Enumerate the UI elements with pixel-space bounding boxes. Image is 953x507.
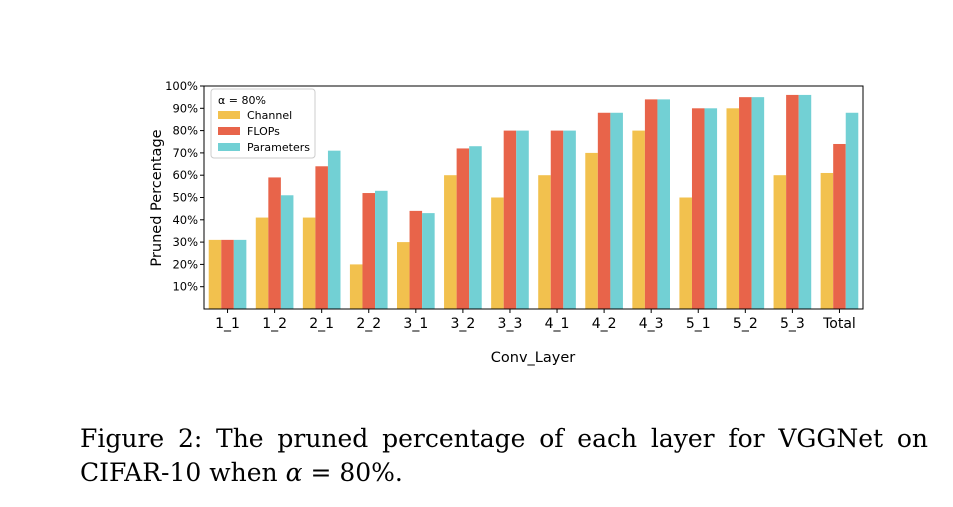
y-axis-label: Pruned Percentage <box>149 129 165 266</box>
y-tick-label: 10% <box>172 280 198 294</box>
y-axis: 10% 20% 30% 40% 50% 60% 70% 80% 90% 100% <box>165 79 204 294</box>
x-tick-label: 3_1 <box>403 316 428 332</box>
bar-flops-3_1 <box>409 210 423 309</box>
caption-text: Figure 2: The pruned percentage of each … <box>80 424 928 487</box>
bar-channel-1_2 <box>255 217 269 309</box>
bar-chart: 10% 20% 30% 40% 50% 60% 70% 80% 90% 100% 1_1 1_2 2_… <box>149 79 864 366</box>
bar-flops-4_1 <box>550 130 564 309</box>
figure-caption: Figure 2: The pruned percentage of each … <box>80 422 928 490</box>
bar-flops-2_1 <box>315 166 328 309</box>
bar-parameters-1_2 <box>280 195 294 309</box>
bar-flops-5_2 <box>739 97 752 310</box>
bar-channel-5_1 <box>679 197 692 309</box>
legend-swatch-channel <box>218 111 240 119</box>
bar-parameters-4_1 <box>563 130 576 309</box>
bar-channel-1_1 <box>208 239 222 309</box>
x-axis: 1_1 1_2 2_1 2_2 3_1 3_2 3_3 4_1 4_2 4_3 5_1 5_2 5_3 T… <box>215 309 856 332</box>
bar-flops-5_3 <box>786 94 799 309</box>
bar-flops-5_1 <box>691 108 705 309</box>
x-tick-label: 4_1 <box>545 316 570 332</box>
y-tick-label: 90% <box>172 101 198 115</box>
bar-flops-total <box>833 143 846 309</box>
bar-flops-1_1 <box>221 239 234 309</box>
bar-parameters-5_2 <box>751 97 765 310</box>
bar-channel-3_1 <box>396 242 410 309</box>
legend-title: α = 80% <box>218 94 266 107</box>
caption-equals: = <box>302 458 340 487</box>
legend-label-flops: FLOPs <box>247 125 280 138</box>
y-tick-label: 30% <box>172 235 198 249</box>
x-tick-label: Total <box>822 316 856 332</box>
plot-frame <box>203 85 864 310</box>
x-tick-label: 2_1 <box>309 316 334 332</box>
x-axis-label: Conv_Layer <box>491 350 575 366</box>
x-tick-label: 4_2 <box>592 316 617 332</box>
bar-flops-4_3 <box>644 99 658 309</box>
bar-channel-4_2 <box>585 152 598 309</box>
x-tick-label: 5_3 <box>780 316 805 332</box>
x-tick-label: 3_2 <box>450 316 475 332</box>
bar-channel-2_2 <box>349 264 363 309</box>
bar-parameters-3_3 <box>516 130 529 309</box>
legend-swatch-parameters <box>218 143 240 151</box>
x-tick-label: 5_2 <box>733 316 758 332</box>
legend-swatch-flops <box>218 127 240 135</box>
bar-parameters-3_2 <box>469 146 482 309</box>
x-tick-label: 2_2 <box>356 316 381 332</box>
bar-channel-5_2 <box>726 108 740 309</box>
legend: α = 80% Channel FLOPs Parameters <box>210 88 316 159</box>
bar-channel-4_3 <box>632 130 645 309</box>
bar-parameters-4_3 <box>657 99 670 309</box>
bar-channel-5_3 <box>773 175 787 309</box>
bar-parameters-5_3 <box>798 94 812 309</box>
x-tick-label: 4_3 <box>639 316 664 332</box>
bar-flops-4_2 <box>597 112 611 309</box>
caption-alpha-symbol: α <box>285 458 303 487</box>
bar-channel-2_1 <box>302 217 316 309</box>
x-tick-label: 5_1 <box>686 316 711 332</box>
caption-value: 80%. <box>339 458 403 487</box>
bars-group <box>208 94 859 310</box>
bar-parameters-1_1 <box>233 239 247 309</box>
bar-flops-2_2 <box>362 193 376 309</box>
bar-flops-1_2 <box>268 177 281 309</box>
bar-parameters-2_1 <box>327 150 341 309</box>
y-tick-label: 60% <box>172 168 198 182</box>
legend-label-channel: Channel <box>247 109 292 122</box>
bar-channel-total <box>820 172 834 309</box>
bar-channel-4_1 <box>538 175 551 309</box>
y-tick-label: 50% <box>172 191 198 205</box>
y-tick-label: 40% <box>172 213 198 227</box>
legend-label-parameters: Parameters <box>247 141 310 154</box>
x-tick-label: 1_1 <box>215 316 240 332</box>
x-tick-label: 3_3 <box>498 316 523 332</box>
bar-flops-3_3 <box>503 130 517 309</box>
y-tick-label: 100% <box>165 79 198 93</box>
bar-parameters-5_1 <box>704 108 718 309</box>
bar-parameters-4_2 <box>610 112 623 309</box>
bar-parameters-3_1 <box>422 213 435 309</box>
bar-channel-3_2 <box>444 175 457 309</box>
bar-parameters-total <box>845 112 859 309</box>
y-tick-label: 20% <box>172 257 198 271</box>
legend-box <box>210 88 316 159</box>
bar-parameters-2_2 <box>375 190 388 309</box>
y-tick-label: 70% <box>172 146 198 160</box>
x-tick-label: 1_2 <box>262 316 287 332</box>
bar-flops-3_2 <box>456 148 470 309</box>
y-tick-label: 80% <box>172 124 198 138</box>
bar-channel-3_3 <box>491 197 504 309</box>
